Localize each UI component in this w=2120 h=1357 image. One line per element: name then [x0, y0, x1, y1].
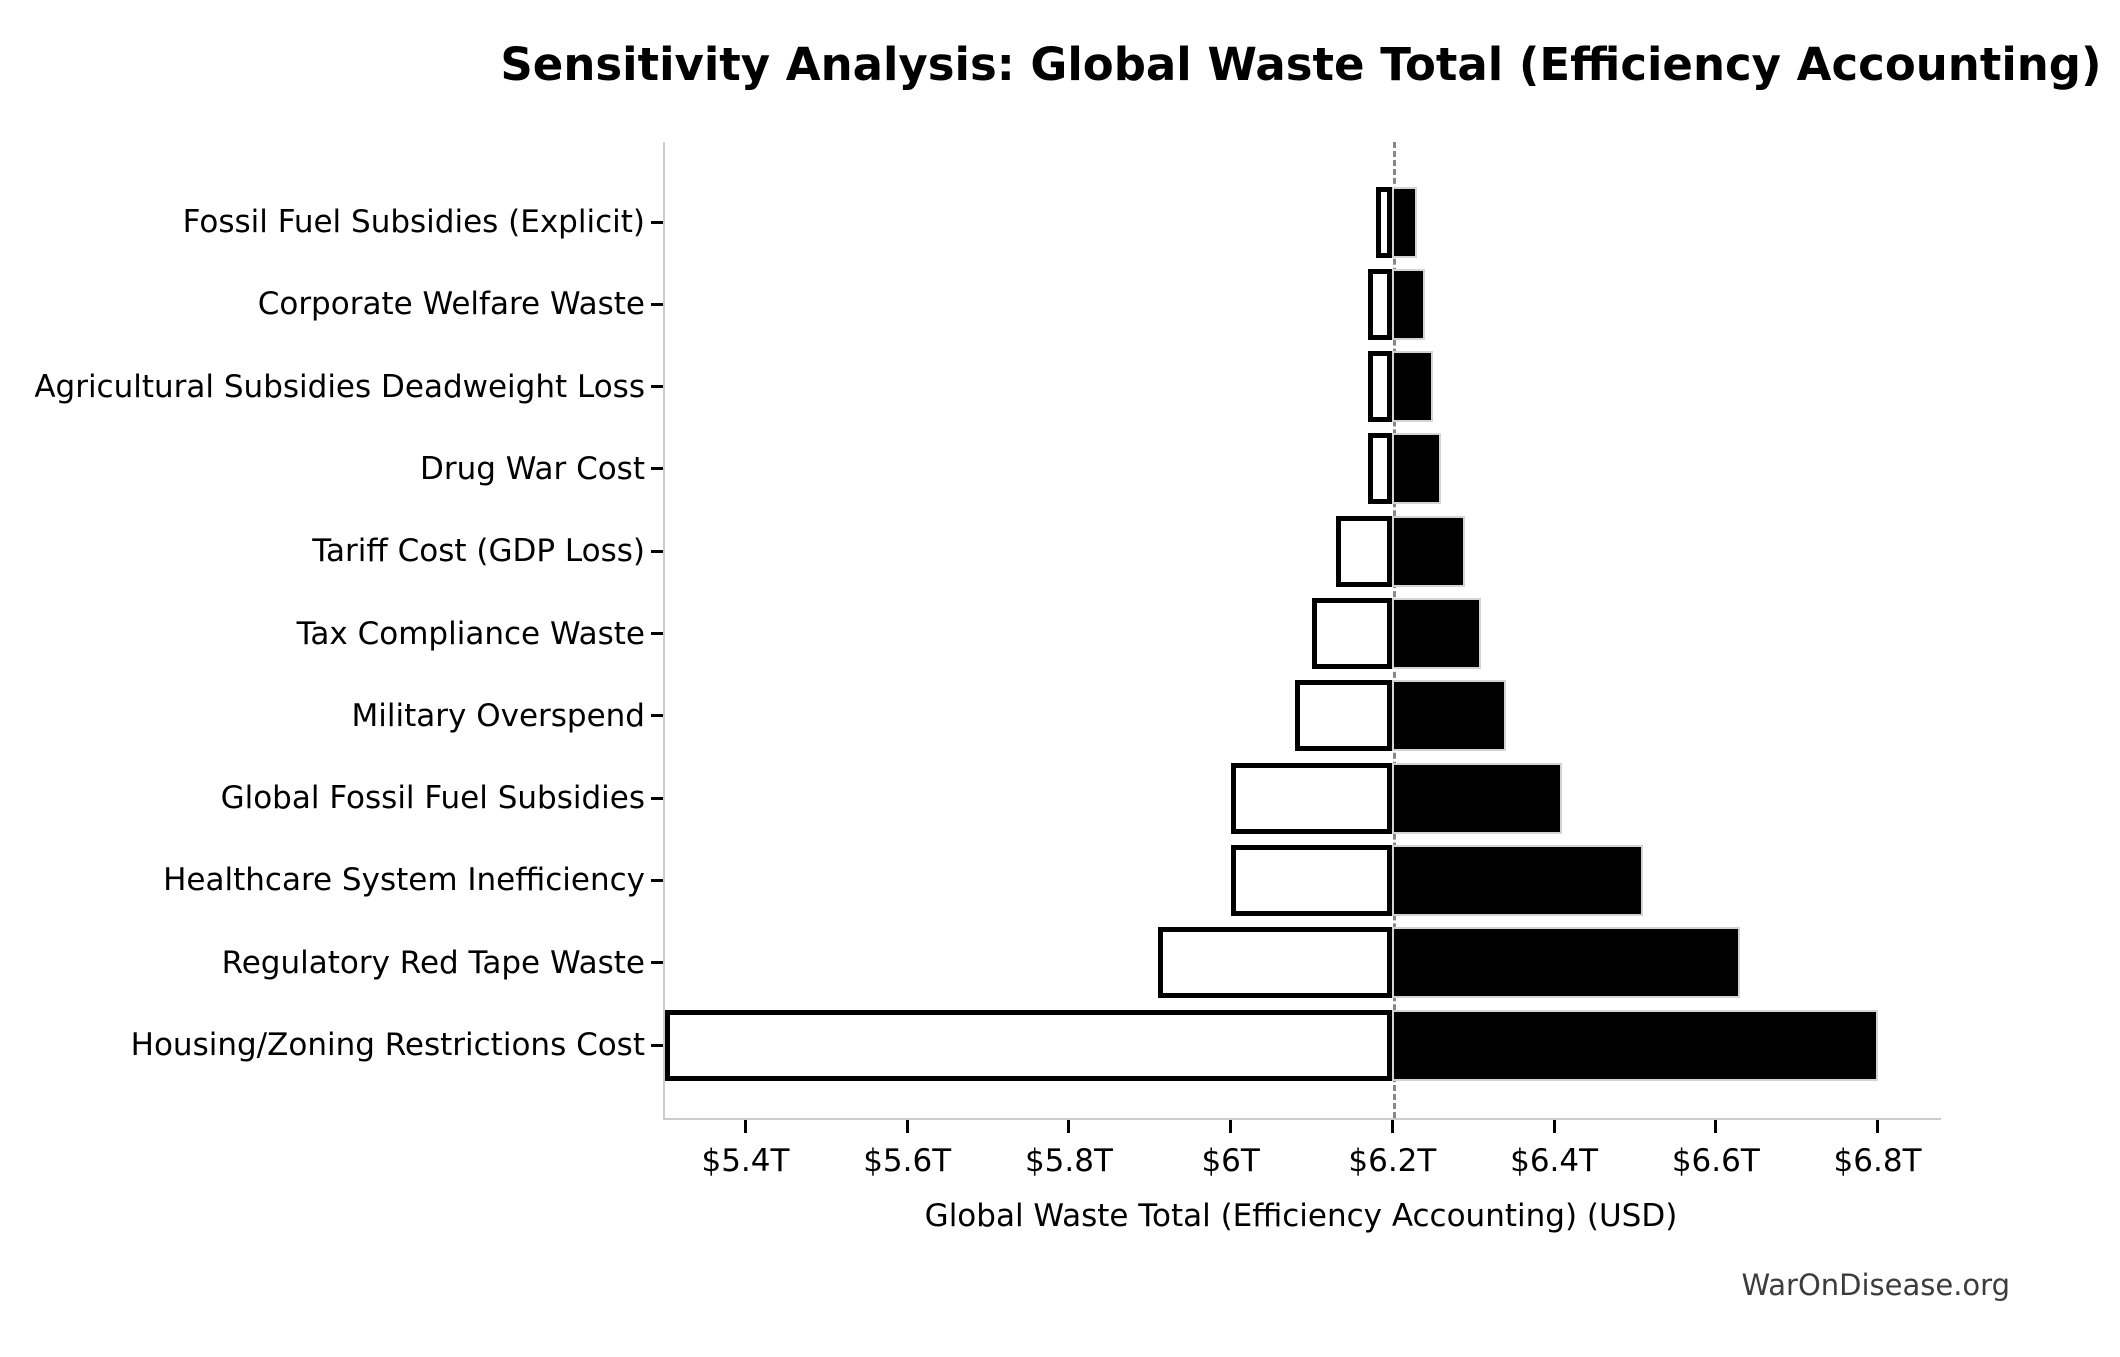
category-label: Military Overspend — [351, 697, 645, 734]
y-tick-mark — [651, 385, 663, 389]
x-tick-mark — [905, 1120, 909, 1133]
category-label: Housing/Zoning Restrictions Cost — [130, 1027, 645, 1063]
category-label: Tax Compliance Waste — [296, 615, 645, 652]
sensitivity-bar-low — [1368, 268, 1393, 340]
sensitivity-bar-low — [1376, 186, 1393, 258]
y-tick-mark — [651, 1043, 663, 1047]
sensitivity-bar-high — [1392, 762, 1563, 834]
x-tick-label: $6.6T — [1671, 1143, 1760, 1179]
category-label: Regulatory Red Tape Waste — [221, 944, 645, 981]
sensitivity-bar-low — [1311, 598, 1393, 669]
sensitivity-bar-high — [1392, 844, 1644, 916]
category-label: Drug War Cost — [420, 450, 645, 487]
sensitivity-bar-low — [1368, 433, 1393, 505]
sensitivity-bar-low — [1230, 762, 1393, 834]
sensitivity-bar-low — [1230, 844, 1393, 916]
x-axis-label: Global Waste Total (Efficiency Accountin… — [924, 1198, 1678, 1234]
x-tick-mark — [1067, 1120, 1071, 1133]
sensitivity-bar-low — [1335, 515, 1393, 587]
sensitivity-bar-high — [1392, 186, 1417, 258]
x-tick-label: $6T — [1201, 1143, 1260, 1179]
x-tick-mark — [1390, 1120, 1394, 1133]
y-tick-mark — [651, 302, 663, 306]
watermark: WarOnDisease.org — [1741, 1268, 2010, 1302]
sensitivity-bar-high — [1392, 433, 1441, 505]
x-tick-label: $5.6T — [863, 1143, 952, 1179]
x-tick-label: $5.8T — [1024, 1143, 1113, 1179]
y-tick-mark — [651, 714, 663, 718]
category-label: Fossil Fuel Subsidies (Explicit) — [182, 204, 645, 240]
y-tick-mark — [651, 220, 663, 224]
category-label: Global Fossil Fuel Subsidies — [220, 780, 645, 817]
y-tick-mark — [651, 467, 663, 471]
x-tick-mark — [1229, 1120, 1233, 1133]
x-tick-mark — [1876, 1120, 1880, 1133]
sensitivity-bar-low — [1157, 927, 1393, 999]
x-tick-mark — [1552, 1120, 1556, 1133]
y-tick-mark — [651, 878, 663, 882]
category-label: Agricultural Subsidies Deadweight Loss — [34, 368, 645, 405]
sensitivity-bar-low — [664, 1009, 1393, 1081]
sensitivity-bar-high — [1392, 351, 1433, 423]
sensitivity-bar-low — [1295, 680, 1393, 752]
y-tick-mark — [651, 632, 663, 635]
category-label: Corporate Welfare Waste — [257, 286, 645, 323]
sensitivity-bar-high — [1392, 680, 1506, 752]
category-label: Tariff Cost (GDP Loss) — [312, 533, 645, 570]
sensitivity-bar-high — [1392, 598, 1482, 669]
y-tick-mark — [651, 961, 663, 965]
chart-title: Sensitivity Analysis: Global Waste Total… — [500, 38, 2102, 91]
x-tick-label: $6.2T — [1348, 1143, 1437, 1179]
sensitivity-bar-high — [1392, 927, 1741, 999]
y-tick-mark — [651, 796, 663, 800]
sensitivity-bar-high — [1392, 515, 1466, 587]
sensitivity-bar-high — [1392, 1009, 1878, 1081]
category-label: Healthcare System Inefficiency — [163, 862, 645, 899]
sensitivity-bar-low — [1368, 351, 1393, 423]
sensitivity-bar-high — [1392, 268, 1425, 340]
x-tick-mark — [743, 1120, 747, 1133]
x-tick-label: $6.8T — [1833, 1143, 1922, 1179]
x-tick-mark — [1714, 1120, 1718, 1133]
x-tick-label: $5.4T — [701, 1143, 790, 1179]
x-tick-label: $6.4T — [1510, 1143, 1599, 1179]
y-tick-mark — [651, 549, 663, 553]
